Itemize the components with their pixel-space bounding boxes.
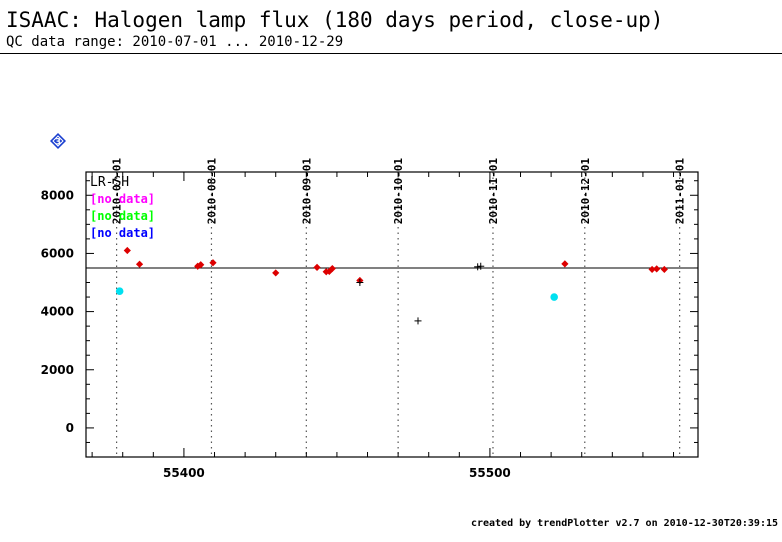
legend-entry: [no data] [90,192,155,206]
month-label: 2010-10-01 [392,158,405,225]
red-diamond-point [313,263,321,271]
red-diamond-point [660,265,668,274]
header-divider [0,53,782,54]
month-label: 2010-11-01 [487,158,500,225]
red-diamond-point [209,259,217,267]
y-tick-label: 6000 [41,246,74,260]
red-diamond-point [135,260,144,268]
red-diamond-point [561,260,569,268]
month-label: 2011-01-01 [674,158,687,225]
month-label: 2010-12-01 [579,158,592,225]
legend: LR-SH [no data] [no data] [no data] [90,175,155,240]
red-diamond-point [123,246,131,255]
month-labels: 2010-07-01 2010-08-01 2010-09-01 2010-10-01… [111,158,687,225]
black-plus-point [356,279,364,287]
red-diamond-point [648,265,656,274]
cyan-circle-point [115,287,124,296]
black-plus-point [414,317,422,325]
diamond-badge-icon: 3 [50,133,66,149]
month-label: 2010-09-01 [300,158,313,225]
footer-credit: created by trendPlotter v2.7 on 2010-12-… [470,518,778,529]
red-diamond-point [272,269,280,277]
plot-frame [85,171,699,458]
red-diamond-point [197,261,205,269]
month-label: 2010-07-01 [111,158,124,225]
legend-entry: LR-SH [90,175,129,190]
red-diamond-point [325,267,333,276]
black-plus-point [477,262,485,270]
month-label: 2010-08-01 [205,158,218,225]
month-grid-lines [115,172,681,457]
legend-entry: [no data] [90,226,155,240]
x-tick-label: 55400 [163,466,205,480]
plot-axes: 0 2000 4000 6000 8000 55400 55500 [41,171,699,480]
y-tick-label: 0 [66,421,74,435]
data-points [115,246,668,325]
chart-subtitle: QC data range: 2010-07-01 ... 2010-12-29 [6,34,344,50]
black-plus-point [474,263,482,271]
badge-label: 3 [55,138,61,148]
cyan-circle-point [550,293,558,301]
y-tick-label: 2000 [41,363,74,377]
chart-title: ISAAC: Halogen lamp flux (180 days perio… [6,8,664,32]
x-tick-label: 55500 [469,466,511,480]
red-diamond-point [328,264,336,273]
legend-entry: [no data] [90,209,155,223]
y-tick-label: 8000 [41,188,74,202]
red-diamond-point [653,265,661,273]
y-tick-label: 4000 [41,305,74,319]
